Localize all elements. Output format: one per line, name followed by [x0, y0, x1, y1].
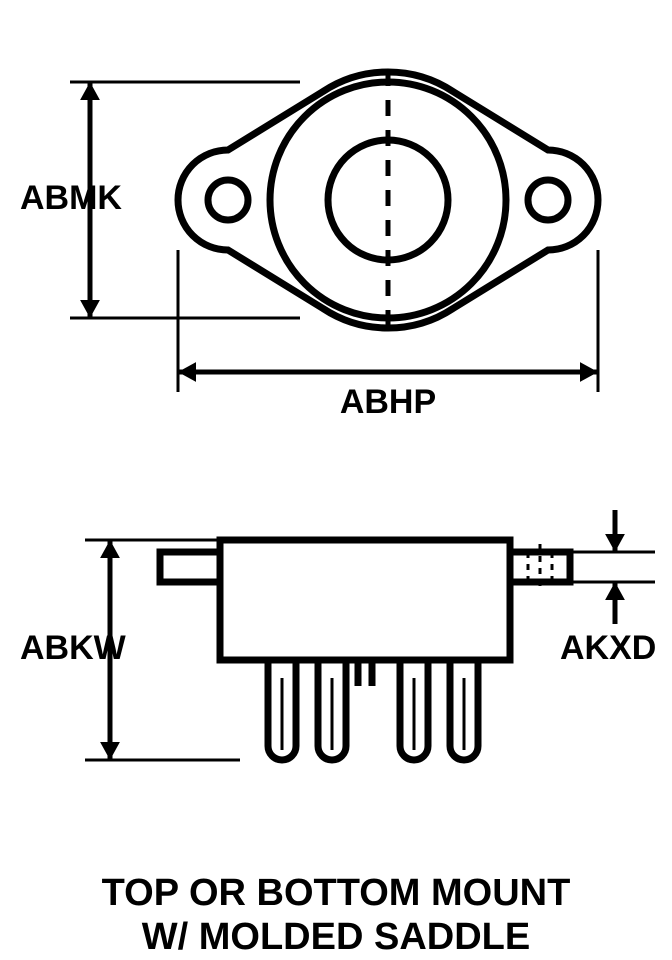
mount-hole-left: [208, 180, 248, 220]
side-body: [220, 540, 510, 660]
flange-ear-left: [160, 552, 220, 582]
mount-hole-right: [528, 180, 568, 220]
svg-text:AKXD: AKXD: [560, 629, 656, 667]
svg-text:ABHP: ABHP: [340, 383, 436, 421]
svg-text:ABMK: ABMK: [20, 179, 122, 217]
technical-drawing: ABMK ABHP ABKW AKXD: [0, 0, 672, 880]
caption-line-2: W/ MOLDED SADDLE: [0, 916, 672, 960]
caption: TOP OR BOTTOM MOUNT W/ MOLDED SADDLE: [0, 872, 672, 959]
svg-text:ABKW: ABKW: [20, 629, 127, 667]
caption-line-1: TOP OR BOTTOM MOUNT: [0, 872, 672, 916]
